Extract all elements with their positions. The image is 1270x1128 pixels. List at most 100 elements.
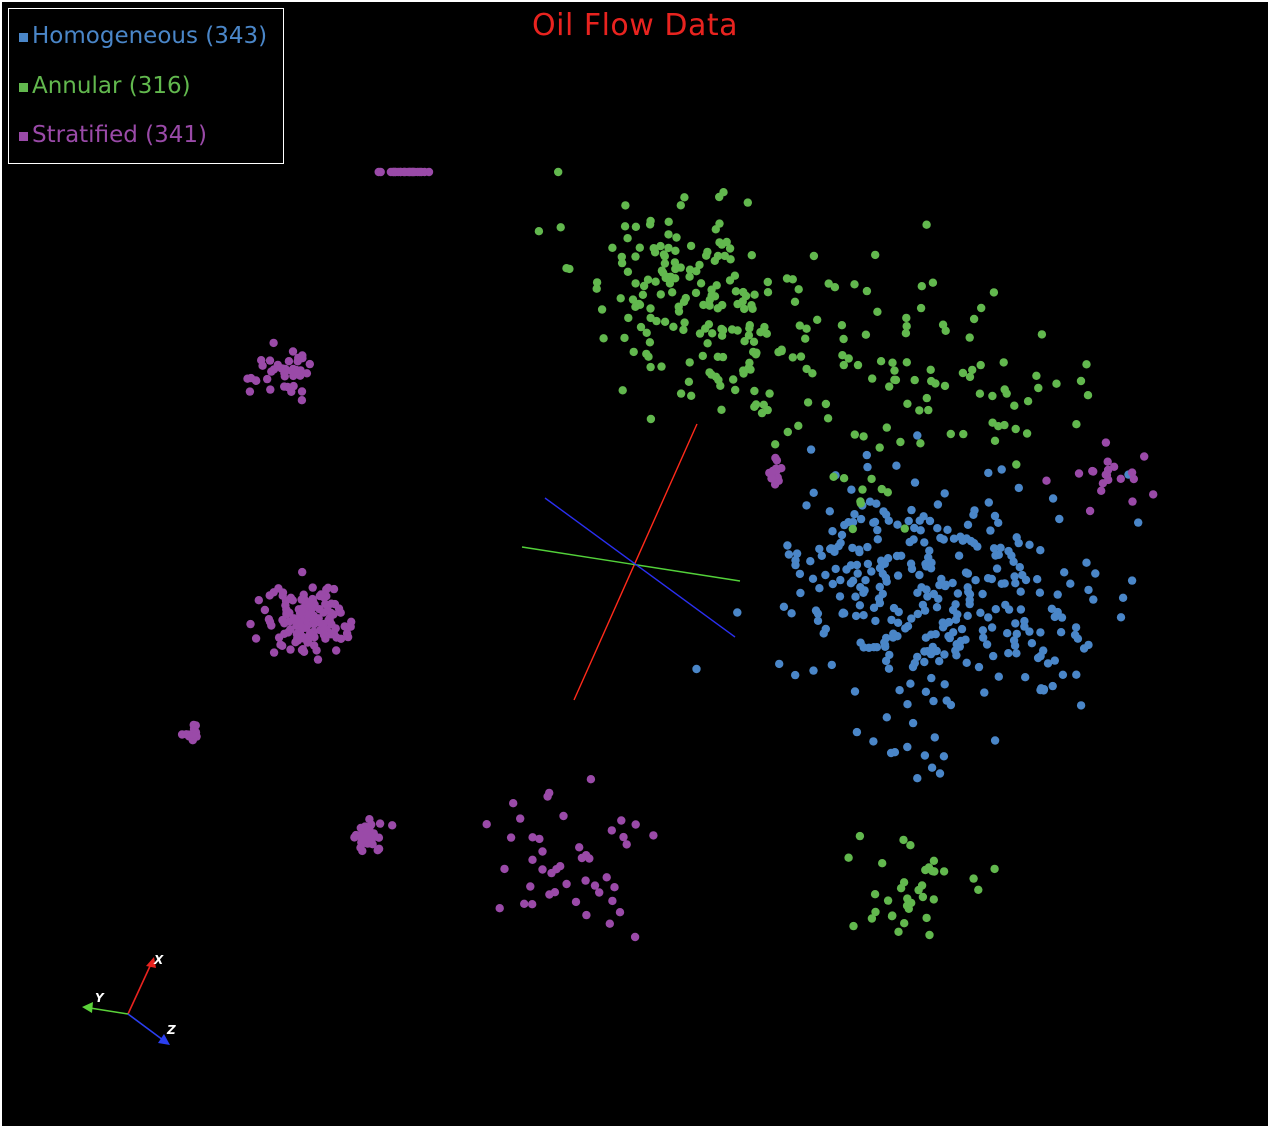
point-annular-2-19	[837, 321, 847, 330]
point-annular-1-79	[795, 321, 804, 330]
point-stratified-4-31	[562, 879, 571, 889]
point-stratified-0-134	[310, 633, 319, 642]
center-axis-z	[544, 497, 736, 638]
point-annular-0-104	[686, 241, 696, 251]
point-annular-4-34	[969, 874, 978, 883]
point-stratified-3-27	[365, 839, 375, 848]
point-homogeneous-0-25	[908, 718, 918, 728]
center-axes	[521, 423, 741, 701]
point-stratified-0-127	[336, 634, 346, 643]
point-annular-0-105	[679, 325, 688, 335]
point-annular-0-71	[743, 198, 752, 207]
point-annular-4-27	[929, 895, 938, 904]
point-annular-0-72	[646, 362, 655, 372]
point-homogeneous-0-233	[946, 700, 956, 710]
point-stratified-3-21	[370, 832, 379, 841]
point-homogeneous-2-5	[1116, 613, 1126, 622]
point-annular-4-25	[914, 885, 923, 895]
point-annular-0-8	[639, 281, 649, 291]
point-annular-1-22	[747, 301, 756, 310]
point-homogeneous-0-62	[1035, 588, 1045, 597]
legend-swatch-stratified	[19, 132, 28, 141]
point-stratified-4-6	[602, 873, 611, 882]
point-homogeneous-1-0	[913, 588, 922, 597]
point-homogeneous-0-98	[852, 727, 862, 737]
point-stratified-4-28	[607, 826, 616, 835]
point-homogeneous-1-29	[809, 488, 818, 497]
point-annular-0-27	[669, 322, 678, 331]
point-annular-0-95	[656, 290, 665, 299]
point-homogeneous-0-113	[1066, 579, 1075, 588]
point-stratified-0-104	[326, 608, 336, 618]
point-annular-2-9	[965, 372, 975, 382]
point-annular-0-39	[695, 260, 704, 270]
point-stratified-4-17	[615, 908, 625, 917]
point-homogeneous-1-20	[859, 588, 868, 597]
point-homogeneous-0-159	[783, 541, 792, 550]
point-homogeneous-0-78	[895, 686, 904, 695]
point-stratified-3-13	[388, 821, 397, 830]
point-annular-1-0	[788, 353, 797, 362]
point-annular-3-8	[1072, 420, 1081, 429]
point-homogeneous-0-121	[1004, 605, 1014, 614]
orientation-x-label: X	[153, 953, 164, 967]
point-annular-2-13	[830, 283, 840, 292]
point-stratified-4-10	[482, 820, 491, 829]
point-stratified-4-22	[526, 882, 535, 891]
point-homogeneous-0-146	[1016, 605, 1026, 614]
point-homogeneous-1-41	[828, 579, 837, 589]
point-homogeneous-0-235	[954, 551, 964, 560]
point-annular-0-31	[631, 279, 640, 288]
point-annular-3-19	[1000, 420, 1009, 430]
point-homogeneous-1-30	[851, 592, 860, 601]
point-homogeneous-1-28	[907, 564, 917, 574]
point-stratified-4-44	[547, 868, 556, 878]
point-homogeneous-0-182	[919, 512, 928, 521]
point-homogeneous-2-13	[1073, 634, 1083, 643]
point-annular-1-69	[719, 188, 728, 197]
point-homogeneous-0-230	[920, 538, 929, 547]
point-homogeneous-0-251	[831, 564, 840, 574]
point-stratified-2-21	[417, 167, 426, 177]
point-homogeneous-0-14	[1021, 673, 1030, 682]
point-annular-2-14	[844, 354, 853, 363]
orientation-y-label: Y	[95, 991, 105, 1005]
point-annular-0-60	[699, 300, 708, 310]
point-annular-2-7	[890, 366, 899, 375]
point-homogeneous-0-167	[1036, 685, 1045, 695]
point-annular-4-4	[918, 892, 928, 902]
point-stratified-1-39	[284, 357, 294, 366]
point-stratified-4-8	[538, 847, 547, 856]
point-stratified-4-20	[538, 865, 547, 874]
point-stratified-4-27	[571, 897, 581, 907]
point-homogeneous-0-256	[963, 569, 973, 578]
point-annular-4-3	[867, 914, 877, 923]
point-homogeneous-0-16	[913, 609, 922, 619]
point-homogeneous-0-56	[991, 551, 1000, 560]
point-homogeneous-0-7	[851, 611, 861, 621]
point-homogeneous-0-110	[948, 578, 957, 588]
point-stratified-0-58	[280, 629, 289, 638]
point-annular-0-87	[631, 302, 640, 311]
point-homogeneous-0-15	[1012, 649, 1021, 658]
point-homogeneous-1-44	[855, 601, 865, 610]
point-homogeneous-0-200	[930, 733, 939, 742]
point-homogeneous-0-20	[1014, 483, 1023, 493]
point-homogeneous-0-11	[979, 633, 988, 642]
point-stratified-6-5	[1085, 506, 1095, 516]
point-stratified-6-12	[1149, 490, 1158, 499]
point-annular-0-109	[617, 258, 627, 268]
point-stratified-3-25	[375, 819, 385, 828]
point-annular-0-4	[635, 243, 644, 252]
point-homogeneous-0-177	[997, 465, 1006, 474]
center-axis-y	[521, 546, 741, 582]
point-homogeneous-0-210	[941, 581, 950, 591]
point-stratified-0-145	[319, 625, 328, 634]
point-stratified-4-25	[590, 881, 600, 890]
point-stratified-1-11	[288, 347, 298, 356]
point-homogeneous-0-241	[1014, 538, 1023, 548]
point-annular-1-25	[801, 334, 810, 343]
point-homogeneous-1-9	[854, 545, 864, 554]
